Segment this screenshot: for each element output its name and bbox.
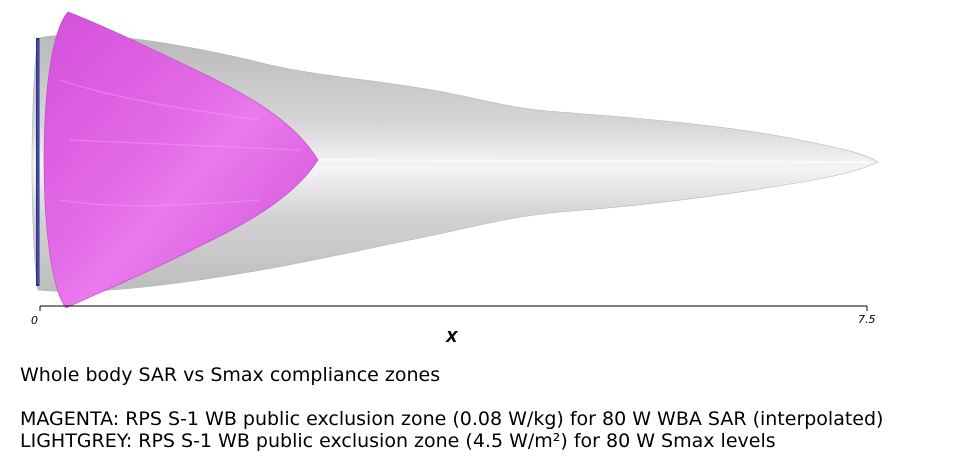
x-axis-title: X xyxy=(445,328,459,346)
grey-zone-seam xyxy=(299,159,871,163)
x-tick-label-min: 0 xyxy=(31,314,38,327)
x-axis: 0 7.5 X xyxy=(31,305,876,346)
magenta-sar-zone xyxy=(43,11,319,309)
caption-magenta-legend: MAGENTA: RPS S-1 WB public exclusion zon… xyxy=(20,408,884,430)
caption-title: Whole body SAR vs Smax compliance zones xyxy=(20,364,441,386)
magenta-zone-shading xyxy=(59,79,301,207)
compliance-zone-diagram: 0 7.5 X xyxy=(31,11,879,346)
caption-grey-legend: LIGHTGREY: RPS S-1 WB public exclusion z… xyxy=(20,430,776,452)
x-tick-label-max: 7.5 xyxy=(858,313,876,326)
